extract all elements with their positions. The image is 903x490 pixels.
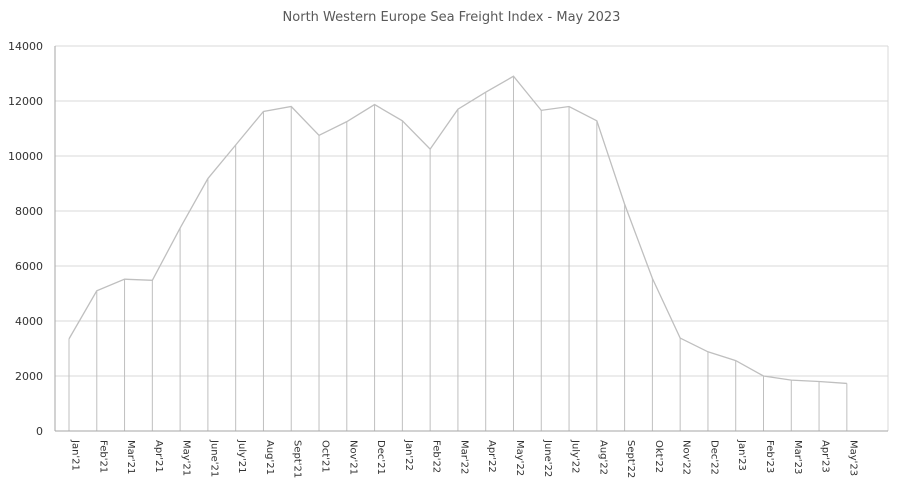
y-tick-label: 4000	[15, 315, 43, 328]
y-tick-label: 2000	[15, 370, 43, 383]
x-tick-label: June'22	[542, 439, 553, 477]
y-tick-label: 8000	[15, 205, 43, 218]
x-tick-label: July'22	[570, 439, 581, 473]
x-tick-label: Feb'23	[764, 440, 775, 473]
x-tick-label: July'21	[236, 439, 247, 473]
x-tick-label: Okt'22	[653, 440, 664, 473]
y-tick-label: 0	[36, 425, 43, 438]
x-tick-label: Feb'21	[97, 440, 108, 473]
x-tick-label: Apr'22	[486, 440, 497, 473]
x-tick-label: Jan'21	[70, 439, 81, 471]
x-tick-label: Nov'21	[347, 440, 358, 475]
x-tick-label: Feb'22	[431, 440, 442, 473]
x-tick-label: May'23	[847, 440, 858, 476]
x-tick-label: Sept'21	[292, 440, 303, 478]
x-tick-label: Dec'22	[708, 440, 719, 475]
y-tick-label: 14000	[8, 40, 43, 53]
x-tick-labels: Jan'21 Feb'21 Mar'21 Apr'21 May'21 June'21 Jul…	[70, 439, 859, 478]
y-tick-label: 6000	[15, 260, 43, 273]
x-tick-label: June'21	[208, 439, 219, 477]
x-tick-label: May'22	[514, 440, 525, 476]
y-tick-label: 10000	[8, 150, 43, 163]
series-line	[68, 75, 847, 385]
x-tick-label: Dec'21	[375, 440, 386, 475]
x-tick-label: Mar'23	[792, 440, 803, 474]
grid-layer	[55, 45, 888, 377]
x-tick-label: Mar'21	[125, 440, 136, 474]
x-tick-label: Oct'21	[320, 440, 331, 473]
x-tick-label: Aug'21	[264, 440, 275, 475]
y-tick-labels: 0 2000 4000 6000 8000 10000 12000 14000	[8, 40, 43, 438]
x-tick-label: Aug'22	[597, 440, 608, 475]
chart-title: North Western Europe Sea Freight Index -…	[282, 10, 621, 25]
x-tick-label: Jan'22	[403, 439, 414, 471]
x-tick-label: Apr'21	[153, 440, 164, 473]
x-tick-label: Sept'22	[625, 440, 636, 478]
x-tick-label: Mar'22	[458, 440, 469, 474]
series-line-layer	[68, 75, 847, 385]
axis-layer	[54, 46, 889, 432]
x-tick-label: Nov'22	[681, 440, 692, 475]
x-tick-label: Jan'23	[736, 439, 747, 471]
y-tick-label: 12000	[8, 95, 43, 108]
x-tick-label: Apr'23	[820, 440, 831, 473]
drop-lines	[68, 76, 848, 431]
x-tick-label: May'21	[181, 440, 192, 476]
